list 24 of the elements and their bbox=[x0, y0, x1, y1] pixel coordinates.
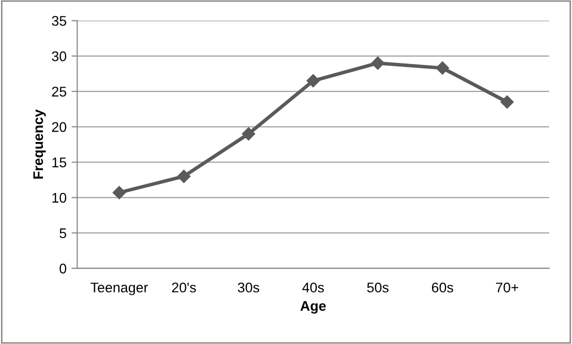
point bbox=[436, 61, 450, 75]
y-tick-label: 30 bbox=[52, 51, 66, 62]
x-tick-label: 70+ bbox=[496, 282, 518, 292]
point bbox=[500, 95, 514, 109]
point bbox=[177, 170, 190, 183]
y-tick-label: 20 bbox=[52, 122, 66, 132]
point bbox=[306, 74, 320, 88]
y-tick-label: 15 bbox=[52, 158, 66, 168]
x-tick-label: 30s bbox=[238, 282, 260, 292]
x-tick-label: 20's bbox=[172, 282, 196, 292]
x-tick-label: 40s bbox=[302, 282, 324, 292]
y-tick-label: 25 bbox=[52, 86, 66, 97]
point bbox=[371, 56, 384, 70]
x-tick-label: Teenager bbox=[90, 282, 148, 296]
y-tick-label: 35 bbox=[52, 16, 66, 26]
point bbox=[242, 127, 256, 140]
point bbox=[112, 186, 126, 200]
x-axis-title: Age bbox=[300, 301, 326, 314]
y-tick-label: 10 bbox=[52, 192, 66, 203]
y-axis-title: Frequency bbox=[33, 109, 46, 179]
y-tick-label: 0 bbox=[60, 264, 66, 274]
x-tick-label: 50s bbox=[367, 282, 389, 292]
y-tick-label: 5 bbox=[60, 228, 66, 238]
x-tick-label: 60s bbox=[432, 282, 454, 292]
